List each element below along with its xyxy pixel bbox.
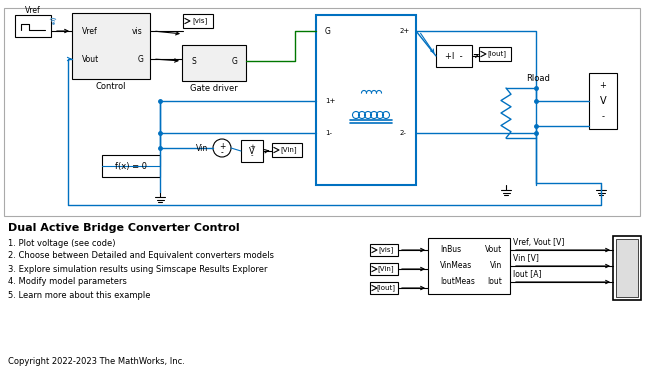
- Text: Copyright 2022-2023 The MathWorks, Inc.: Copyright 2022-2023 The MathWorks, Inc.: [8, 358, 185, 367]
- Text: Vref: Vref: [25, 6, 41, 15]
- Bar: [182, 45, 246, 81]
- Text: +: +: [249, 144, 255, 150]
- Text: Vref: Vref: [82, 27, 98, 36]
- Bar: [428, 238, 510, 294]
- Text: Vin [V]: Vin [V]: [513, 254, 539, 263]
- Text: Gate driver: Gate driver: [190, 83, 238, 92]
- Text: G: G: [232, 56, 238, 65]
- Text: Iout: Iout: [487, 278, 502, 286]
- Text: VinMeas: VinMeas: [440, 261, 472, 270]
- Text: -: -: [251, 152, 253, 158]
- Bar: [183, 14, 213, 28]
- Text: +: +: [599, 80, 607, 89]
- Text: Vout: Vout: [485, 245, 502, 254]
- Bar: [370, 263, 398, 275]
- Text: Vref, Vout [V]: Vref, Vout [V]: [513, 237, 564, 246]
- Bar: [15, 15, 51, 37]
- Text: Vin: Vin: [490, 261, 502, 270]
- Text: +: +: [219, 141, 226, 150]
- Bar: [272, 143, 302, 157]
- Bar: [102, 155, 160, 177]
- Text: V: V: [599, 96, 607, 106]
- Text: S: S: [192, 56, 197, 65]
- Text: G: G: [138, 55, 144, 64]
- Text: IoutMeas: IoutMeas: [440, 278, 475, 286]
- Text: 5. Learn more about this example: 5. Learn more about this example: [8, 291, 150, 300]
- Bar: [241, 140, 263, 162]
- Bar: [370, 244, 398, 256]
- Text: Control: Control: [96, 82, 126, 91]
- Text: 1. Plot voltage (see code): 1. Plot voltage (see code): [8, 239, 115, 248]
- Text: 1-: 1-: [325, 130, 332, 136]
- Text: G: G: [325, 27, 331, 36]
- Text: 2. Choose between Detailed and Equivalent converters models: 2. Choose between Detailed and Equivalen…: [8, 251, 274, 261]
- Bar: [589, 73, 617, 129]
- Text: 1+: 1+: [325, 98, 336, 104]
- Bar: [613, 236, 641, 300]
- Text: 2+: 2+: [400, 28, 410, 34]
- Text: -: -: [220, 148, 224, 157]
- Bar: [479, 47, 511, 61]
- Text: vis: vis: [132, 27, 143, 36]
- Text: 4. Modify model parameters: 4. Modify model parameters: [8, 278, 127, 286]
- Text: Rload: Rload: [526, 74, 550, 83]
- Text: +I  -: +I -: [445, 52, 463, 61]
- Bar: [316, 15, 416, 185]
- Bar: [436, 45, 472, 67]
- Text: [Iout]: [Iout]: [487, 50, 507, 57]
- Bar: [4, 8, 640, 216]
- Text: V: V: [249, 147, 255, 156]
- Text: [Vin]: [Vin]: [378, 266, 395, 272]
- Text: Vout: Vout: [82, 55, 99, 64]
- Text: [vis]: [vis]: [192, 18, 207, 24]
- Text: [Vin]: [Vin]: [281, 147, 297, 153]
- Text: [vis]: [vis]: [378, 246, 393, 253]
- Bar: [616, 239, 638, 297]
- Text: InBus: InBus: [440, 245, 461, 254]
- Text: 2-: 2-: [400, 130, 407, 136]
- Bar: [72, 13, 150, 79]
- Text: Vin: Vin: [196, 144, 208, 153]
- Bar: [370, 282, 398, 294]
- Text: -: -: [601, 113, 605, 122]
- Text: Iout [A]: Iout [A]: [513, 270, 542, 279]
- Text: [Iout]: [Iout]: [376, 285, 395, 291]
- Text: f(x) = 0: f(x) = 0: [115, 162, 147, 171]
- Text: 3. Explore simulation results using Simscape Results Explorer: 3. Explore simulation results using Sims…: [8, 264, 268, 273]
- Text: Dual Active Bridge Converter Control: Dual Active Bridge Converter Control: [8, 223, 240, 233]
